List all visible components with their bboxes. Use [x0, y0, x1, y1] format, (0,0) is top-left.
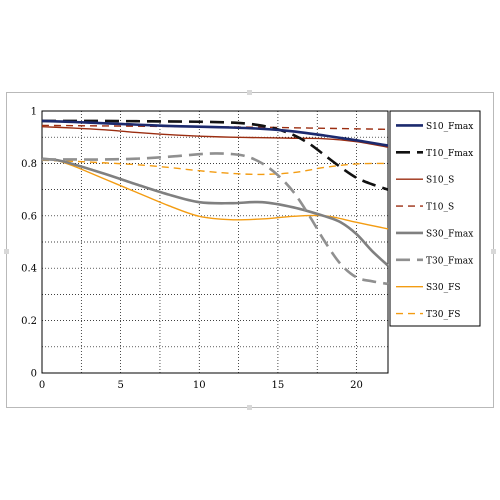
frame-handle-right	[491, 249, 496, 254]
series-line-s30-fmax	[41, 157, 389, 267]
x-tick-label: 10	[193, 380, 206, 391]
series-lines	[41, 119, 389, 286]
y-tick-label: 0.4	[21, 264, 37, 275]
y-tick-label: 0.2	[21, 316, 37, 327]
frame-handle-top	[247, 90, 252, 95]
y-tick-label: 0.6	[21, 211, 37, 222]
legend-label: S30_FS	[426, 283, 461, 293]
legend-label: S10_S	[426, 176, 454, 186]
y-tick-label: 1	[31, 107, 37, 118]
series-line-s10-fmax	[41, 119, 389, 147]
axes: 0 5 10 15 20 0 0.2 0.4 0.6 0.8 1	[21, 107, 363, 392]
legend-box	[389, 110, 481, 327]
x-tick-label: 20	[350, 380, 363, 391]
chart-frame	[4, 90, 496, 410]
series-line-t30-fmax	[41, 152, 389, 286]
legend-label: T30_Fmax	[426, 256, 473, 266]
legend-label: T10_Fmax	[426, 149, 473, 159]
legend-label: S30_Fmax	[426, 229, 473, 239]
x-tick-label: 15	[272, 380, 285, 391]
frame-handle-bottom	[247, 405, 252, 410]
legend-label: S10_Fmax	[426, 122, 473, 132]
series-line-t30-fs	[41, 159, 389, 176]
legend: S10_Fmax T10_Fmax S10_S T10_S S30_Fmax T30_Fm…	[389, 110, 481, 327]
legend-label: T10_S	[426, 203, 454, 213]
series-line-s10-s	[41, 126, 389, 148]
series-line-t10-fmax	[41, 119, 389, 191]
legend-label: T30_FS	[426, 310, 460, 320]
x-tick-label: 0	[39, 380, 45, 391]
x-tick-label: 5	[117, 380, 123, 391]
y-tick-label: 0.8	[21, 159, 37, 170]
y-tick-label: 0	[31, 369, 37, 380]
frame-handle-left	[4, 249, 9, 254]
